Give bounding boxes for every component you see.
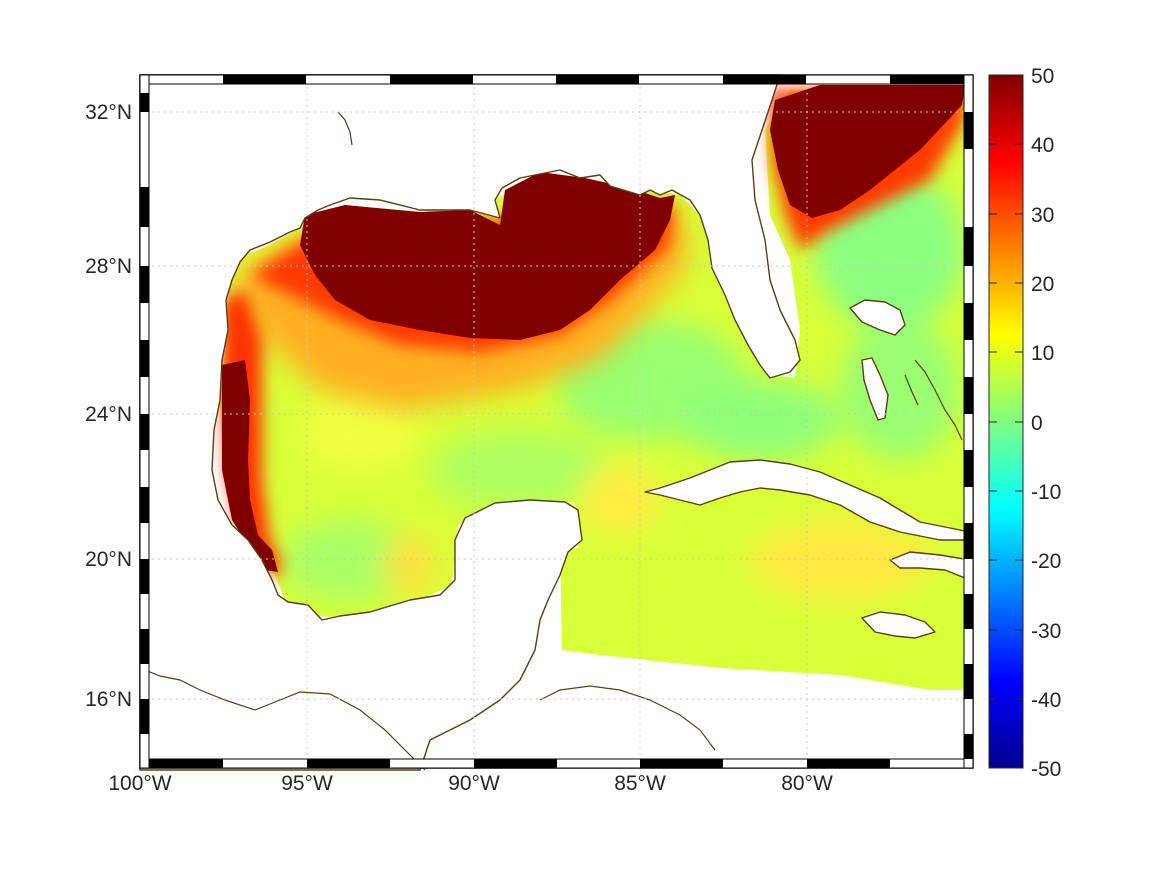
atlantic-core-darkred (770, 85, 965, 218)
lon-tick-95: 95°W (281, 772, 333, 795)
map-frame (139, 74, 974, 769)
cbar-label-neg40: -40 (1031, 689, 1061, 712)
lon-tick-100: 100°W (108, 772, 171, 795)
green-patch-bahamas (840, 320, 960, 460)
cbar-label-0: 0 (1031, 412, 1043, 435)
yellow-patch-caribbean (750, 520, 930, 600)
lon-tick-80: 80°W (781, 772, 833, 795)
lat-tick-24: 24°N (85, 403, 132, 426)
colorbar-ticks (989, 143, 1023, 700)
green-patch-bay (280, 520, 420, 600)
ocean-field (220, 85, 965, 690)
green-patch-central (430, 430, 610, 510)
lon-tick-90: 90°W (448, 772, 500, 795)
cbar-label-30: 30 (1031, 204, 1054, 227)
bahamas-abaco (849, 299, 906, 336)
cbar-label-20: 20 (1031, 273, 1054, 296)
lon-tick-labels: 100°W 95°W 90°W 85°W 80°W (108, 772, 833, 795)
coastline-details (139, 111, 963, 771)
cbar-label-40: 40 (1031, 134, 1054, 157)
cbar-label-neg30: -30 (1031, 620, 1061, 643)
lat-tick-labels: 32°N 28°N 24°N 20°N 16°N (85, 101, 132, 711)
cbar-label-neg50: -50 (1031, 758, 1061, 781)
lat-tick-16: 16°N (85, 688, 132, 711)
gulf-core-darkred (300, 172, 675, 340)
cbar-label-neg10: -10 (1031, 481, 1061, 504)
colorbar-labels: 50 40 30 20 10 0 -10 -20 -30 -40 -50 (1031, 65, 1061, 781)
lat-tick-32: 32°N (85, 101, 132, 124)
lon-tick-85: 85°W (614, 772, 666, 795)
yellow-patch-yucatan (580, 465, 660, 535)
green-patch-straits (680, 380, 840, 460)
lat-tick-28: 28°N (85, 255, 132, 278)
lat-tick-20: 20°N (85, 548, 132, 571)
cbar-label-neg20: -20 (1031, 550, 1061, 573)
jamaica (861, 611, 936, 639)
colorbar: 50 40 30 20 10 0 -10 -20 -30 -40 -50 (988, 65, 1061, 781)
cbar-label-10: 10 (1031, 342, 1054, 365)
florida (139, 74, 801, 771)
cbar-label-50: 50 (1031, 65, 1054, 88)
yellow-patch-campeche (385, 535, 435, 595)
west-coast-darkred (222, 360, 278, 572)
yellow-patch-west (300, 390, 420, 470)
bahamas-andros (861, 357, 889, 421)
land (139, 74, 971, 771)
